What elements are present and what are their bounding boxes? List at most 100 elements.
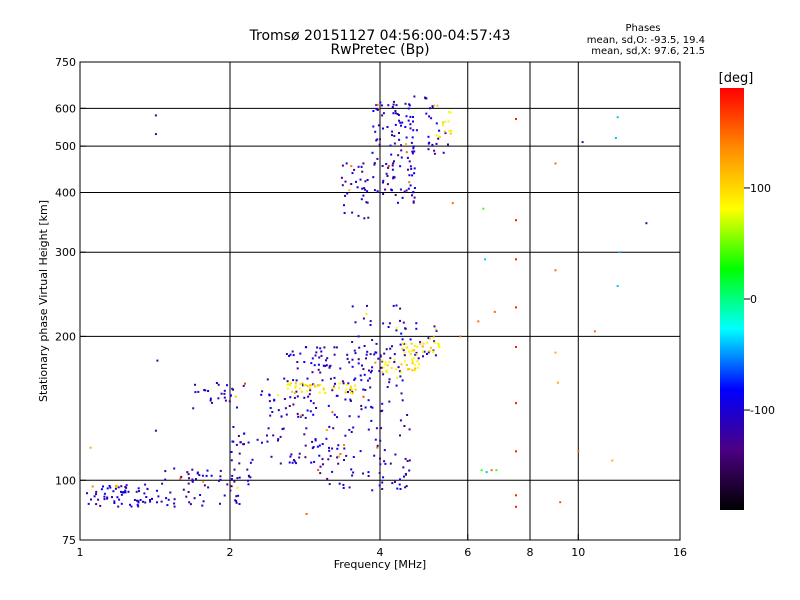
data-point <box>389 144 392 147</box>
data-point <box>384 462 387 465</box>
data-point <box>350 391 352 394</box>
data-point <box>412 129 415 132</box>
data-point <box>156 501 158 504</box>
data-point <box>376 190 379 193</box>
data-point <box>406 346 409 349</box>
data-point <box>326 477 329 480</box>
data-point <box>361 170 364 173</box>
data-point <box>407 107 410 110</box>
data-point <box>299 415 302 418</box>
data-point <box>246 468 249 471</box>
data-point <box>238 476 241 479</box>
data-point <box>408 459 411 462</box>
data-point <box>431 143 434 146</box>
data-point <box>436 104 439 107</box>
data-point <box>321 458 324 461</box>
data-point <box>97 498 100 501</box>
data-point <box>296 361 299 363</box>
data-point <box>409 338 412 341</box>
data-point <box>360 379 363 382</box>
x-axis-label: Frequency [MHz] <box>334 558 426 571</box>
data-point <box>412 349 415 352</box>
data-point <box>316 445 319 448</box>
data-point <box>237 435 240 437</box>
data-point <box>351 305 354 308</box>
data-point <box>345 162 348 165</box>
data-point <box>495 469 498 472</box>
data-point <box>408 104 411 107</box>
data-point <box>428 350 431 353</box>
data-point <box>136 503 139 506</box>
data-point <box>220 392 223 395</box>
colorbar <box>720 88 744 510</box>
data-point <box>388 361 391 364</box>
data-point <box>91 485 94 488</box>
data-point <box>366 190 369 193</box>
data-point <box>360 408 363 411</box>
data-point <box>300 390 303 393</box>
data-point <box>353 349 356 352</box>
data-point <box>187 473 190 476</box>
data-point <box>256 438 259 441</box>
data-point <box>185 495 188 498</box>
data-point <box>421 345 424 348</box>
data-point <box>398 132 400 134</box>
data-point <box>410 349 413 352</box>
data-point <box>299 352 302 355</box>
data-point <box>367 379 369 382</box>
data-point <box>289 353 292 356</box>
data-point <box>448 130 451 132</box>
data-point <box>151 497 153 500</box>
data-point <box>407 119 410 122</box>
data-point <box>93 495 96 498</box>
data-point <box>331 470 334 473</box>
data-point <box>100 488 103 491</box>
data-point <box>202 480 205 483</box>
data-point <box>191 468 194 471</box>
data-point <box>288 355 291 357</box>
data-point <box>379 138 381 141</box>
data-point <box>306 409 309 412</box>
x-tick-label: 6 <box>464 546 471 559</box>
data-point <box>394 112 397 115</box>
data-point <box>210 474 213 477</box>
data-point <box>418 363 420 366</box>
data-point <box>400 144 402 147</box>
data-point <box>422 350 425 353</box>
data-point <box>328 483 331 486</box>
data-point <box>191 480 194 483</box>
data-point <box>117 486 120 489</box>
data-point <box>279 435 282 438</box>
data-point <box>331 389 334 392</box>
data-point <box>370 419 373 422</box>
data-point <box>343 212 346 214</box>
data-point <box>380 104 383 107</box>
data-point <box>391 106 394 108</box>
data-point <box>351 388 354 391</box>
scatter-points <box>86 95 648 515</box>
data-point <box>292 354 295 357</box>
data-point <box>223 494 226 497</box>
data-point <box>451 202 454 205</box>
data-point <box>201 474 204 477</box>
data-point <box>116 496 119 499</box>
data-point <box>374 130 377 133</box>
data-point <box>432 350 435 353</box>
data-point <box>314 439 317 442</box>
data-point <box>364 406 367 409</box>
data-point <box>287 383 290 386</box>
data-point <box>412 120 414 123</box>
data-point <box>318 444 321 447</box>
data-point <box>386 126 389 128</box>
data-point <box>388 381 391 384</box>
data-point <box>407 187 410 190</box>
data-point <box>403 354 406 357</box>
data-point <box>412 116 414 118</box>
data-point <box>401 379 404 382</box>
data-point <box>367 475 370 477</box>
data-point <box>349 385 352 388</box>
data-point <box>350 468 353 471</box>
data-point <box>239 441 242 444</box>
data-point <box>392 177 395 179</box>
data-point <box>285 413 288 416</box>
